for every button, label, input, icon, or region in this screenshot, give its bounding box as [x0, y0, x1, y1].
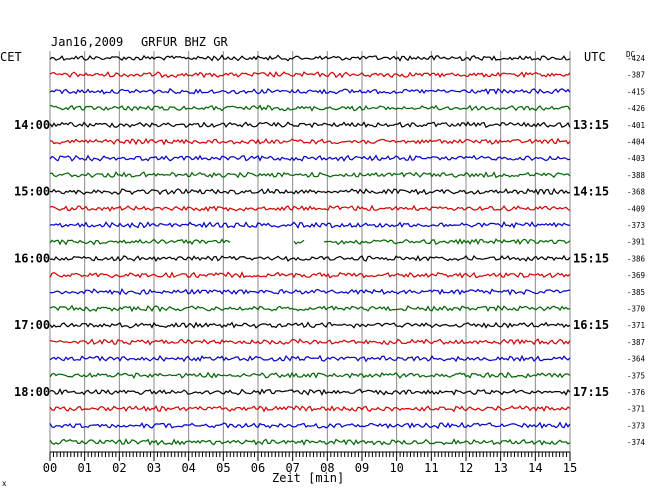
- x-tick-label: 02: [112, 461, 126, 475]
- trace-row: [49, 338, 571, 346]
- right-timezone-label: UTC: [584, 50, 606, 64]
- utc-hour-label: 14:15: [573, 185, 609, 199]
- x-tick-label: 11: [424, 461, 438, 475]
- dc-offset-label: -424: [627, 54, 646, 63]
- dc-offset-label: -391: [627, 238, 645, 247]
- x-tick-label: 09: [355, 461, 369, 475]
- x-tick-label: 13: [493, 461, 507, 475]
- x-tick-label: 03: [147, 461, 161, 475]
- trace-row: [49, 71, 571, 79]
- trace-row: [49, 254, 571, 263]
- trace-row: [49, 371, 571, 380]
- x-tick-label: 06: [251, 461, 265, 475]
- dc-offset-label: -371: [627, 321, 645, 330]
- cet-hour-label: 18:00: [14, 385, 50, 399]
- dc-offset-label: -387: [627, 71, 645, 80]
- x-tick-label: 01: [77, 461, 91, 475]
- trace-row: [49, 354, 571, 363]
- dc-offset-label: -364: [627, 355, 646, 364]
- dc-offset-label: -404: [627, 138, 646, 147]
- dc-offset-label: -409: [627, 204, 645, 213]
- dc-offset-label: -401: [627, 121, 645, 130]
- x-tick-label: 14: [528, 461, 542, 475]
- dc-offset-label: -373: [627, 221, 645, 230]
- x-tick-label: 05: [216, 461, 230, 475]
- x-tick-label: 00: [43, 461, 57, 475]
- trace-row: [49, 271, 571, 279]
- dc-offset-label: -387: [627, 338, 645, 347]
- chart-station: GRFUR BHZ GR: [141, 35, 228, 49]
- x-axis-label: Zeit [min]: [272, 471, 344, 485]
- dc-offset-label: -374: [627, 438, 646, 447]
- cet-hour-label: 15:00: [14, 185, 50, 199]
- utc-hour-label: 13:15: [573, 118, 609, 132]
- trace-row: [49, 154, 571, 162]
- trace-row: [49, 404, 571, 413]
- dc-offset-label: -415: [627, 87, 645, 96]
- trace-row: [49, 121, 571, 129]
- traces: [49, 54, 571, 446]
- chart-date: Jan16,2009: [51, 35, 123, 49]
- dc-offset-label: -369: [627, 271, 645, 280]
- cet-hour-label: 17:00: [14, 318, 50, 332]
- corner-mark: x: [2, 479, 7, 488]
- x-tick-label: 04: [181, 461, 195, 475]
- dc-offset-label: -368: [627, 188, 646, 197]
- dc-offset-label: -388: [627, 171, 646, 180]
- trace-row: [49, 304, 571, 313]
- utc-hour-label: 16:15: [573, 318, 609, 332]
- grid: [49, 51, 571, 452]
- row-labels: 14:00 15:00 16:00 17:00 18:00 13:15 14:15 15:15…: [14, 54, 646, 447]
- dc-offset-label: -403: [627, 154, 645, 163]
- x-tick-label: 07: [285, 461, 299, 475]
- trace-row: [49, 438, 571, 446]
- dc-offset-label: -371: [627, 405, 645, 414]
- trace-row: [49, 54, 571, 62]
- x-tick-label: 15: [563, 461, 577, 475]
- utc-hour-label: 17:15: [573, 385, 609, 399]
- trace-row: [49, 220, 571, 229]
- dc-label: DC: [626, 50, 635, 59]
- trace-row: [49, 387, 571, 397]
- trace-row: [49, 421, 571, 430]
- trace-row: [49, 87, 571, 96]
- x-tick-label: 12: [459, 461, 473, 475]
- trace-row: [49, 288, 571, 296]
- cet-hour-label: 14:00: [14, 118, 50, 132]
- x-tick-label: 10: [389, 461, 403, 475]
- trace-row: [49, 171, 571, 179]
- dc-offset-label: -426: [627, 104, 646, 113]
- trace-row: [49, 321, 571, 329]
- utc-hour-label: 15:15: [573, 251, 609, 265]
- trace-row: [49, 204, 571, 213]
- cet-hour-label: 16:00: [14, 251, 50, 265]
- dc-offset-label: -385: [627, 288, 645, 297]
- trace-row: [49, 137, 571, 146]
- dc-offset-label: -370: [627, 305, 646, 314]
- x-tick-label: 08: [320, 461, 334, 475]
- dc-offset-label: -386: [627, 254, 646, 263]
- dc-offset-label: -373: [627, 421, 645, 430]
- trace-row: [49, 238, 571, 246]
- trace-row: [49, 104, 571, 112]
- dc-offset-label: -376: [627, 388, 646, 397]
- trace-row: [49, 187, 571, 196]
- x-axis: 00 01 02 03 04 05 06 07 08 09 10 11 12 13 14 15: [43, 451, 577, 475]
- left-timezone-label: CET: [0, 50, 22, 64]
- dc-offset-label: -375: [627, 371, 645, 380]
